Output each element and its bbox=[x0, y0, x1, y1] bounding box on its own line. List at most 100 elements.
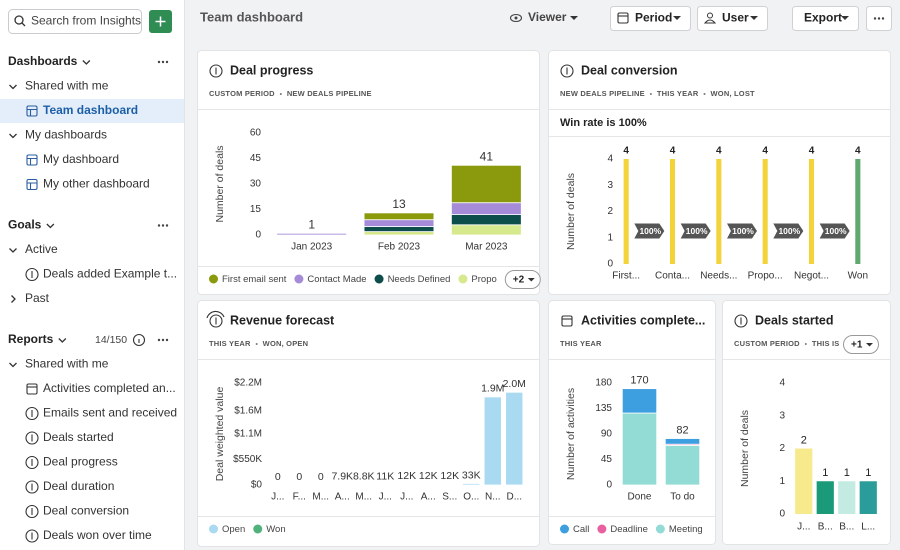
total-label: 33K bbox=[462, 469, 481, 481]
bar-segment bbox=[506, 392, 523, 485]
legend-label[interactable]: Needs Defined bbox=[388, 274, 451, 285]
bar-segment bbox=[451, 165, 521, 202]
bar-segment bbox=[451, 225, 521, 235]
card-title[interactable]: Deal conversion bbox=[581, 63, 678, 77]
report-card: Deal conversionNEW DEALS PIPELINETHIS YE… bbox=[549, 51, 891, 295]
tag-separator bbox=[280, 93, 282, 95]
nav-item[interactable]: Deal conversion bbox=[43, 504, 129, 518]
legend-swatch bbox=[375, 275, 384, 284]
bar-segment bbox=[451, 203, 521, 215]
value-label: 4 bbox=[716, 146, 722, 157]
legend-label[interactable]: Deadline bbox=[610, 524, 648, 535]
dot bbox=[166, 61, 168, 63]
value-label: 1 bbox=[822, 467, 828, 479]
legend-swatch bbox=[209, 275, 218, 284]
bar bbox=[624, 159, 629, 264]
y-tick-label: 90 bbox=[601, 429, 613, 440]
nav-item[interactable]: Deals won over time bbox=[43, 528, 152, 542]
y-tick-label: 30 bbox=[250, 179, 262, 190]
toolbar-button-label[interactable]: Export bbox=[804, 11, 842, 25]
y-tick-label: $0 bbox=[251, 480, 263, 491]
nav-item[interactable]: Deals added Example t... bbox=[43, 267, 177, 281]
y-tick-label: 4 bbox=[779, 378, 785, 389]
bar-segment bbox=[484, 397, 501, 485]
legend-swatch bbox=[209, 525, 218, 534]
nav-item[interactable]: Deal duration bbox=[43, 479, 114, 493]
bar-segment bbox=[622, 389, 656, 413]
card-title[interactable]: Activities complete... bbox=[581, 313, 705, 327]
legend-label[interactable]: Call bbox=[573, 524, 589, 535]
legend-label[interactable]: Meeting bbox=[669, 524, 703, 535]
legend-label[interactable]: Open bbox=[222, 524, 245, 535]
nav-item[interactable]: Emails sent and received bbox=[43, 406, 177, 420]
y-tick-label: 2 bbox=[607, 206, 613, 217]
y-tick-label: 15 bbox=[250, 204, 262, 215]
dot bbox=[158, 61, 160, 63]
bar bbox=[817, 481, 834, 514]
viewer-toggle[interactable]: Viewer bbox=[528, 10, 567, 24]
dot bbox=[162, 339, 164, 341]
card-title[interactable]: Deals started bbox=[755, 313, 834, 327]
x-tick-label: Won bbox=[848, 271, 868, 282]
group-label[interactable]: Shared with me bbox=[25, 79, 109, 93]
report-card: Deals startedCUSTOM PERIODTHIS IS+101234… bbox=[723, 301, 891, 545]
toolbar-button-label[interactable]: Period bbox=[635, 11, 672, 25]
bar-segment bbox=[377, 484, 394, 485]
report-card: Revenue forecastTHIS YEARWON, OPEN$0$550… bbox=[198, 301, 540, 547]
total-label: 12K bbox=[397, 470, 416, 482]
bar bbox=[763, 159, 768, 264]
x-tick-label: Mar 2023 bbox=[465, 242, 508, 253]
legend-swatch bbox=[656, 525, 665, 534]
nav-item[interactable]: Activities completed an... bbox=[43, 381, 176, 395]
x-tick-label: Jan 2023 bbox=[291, 242, 333, 253]
nav-item[interactable]: My other dashboard bbox=[43, 177, 150, 191]
bar-segment bbox=[665, 439, 699, 445]
legend-label[interactable]: Propo bbox=[471, 274, 496, 285]
legend-label[interactable]: First email sent bbox=[222, 274, 287, 285]
toolbar-button-label[interactable]: User bbox=[722, 11, 749, 25]
section-title[interactable]: Goals bbox=[8, 218, 42, 232]
bar-segment bbox=[463, 483, 480, 485]
bar bbox=[716, 159, 721, 264]
card-title[interactable]: Deal progress bbox=[230, 63, 313, 77]
conversion-label: 100% bbox=[825, 226, 847, 236]
sidebar: Search from Insights Dashboards Shared wit… bbox=[0, 0, 185, 550]
group-label[interactable]: Shared with me bbox=[25, 357, 109, 371]
x-tick-label: Done bbox=[628, 492, 652, 503]
x-tick-label: J... bbox=[379, 492, 392, 503]
eye-icon bbox=[515, 17, 518, 20]
dot bbox=[166, 224, 168, 226]
nav-item[interactable]: Deal progress bbox=[43, 455, 118, 469]
filter-tag: NEW DEALS PIPELINE bbox=[560, 89, 645, 98]
nav-item[interactable]: My dashboard bbox=[43, 152, 119, 166]
y-axis-title: Number of deals bbox=[565, 173, 577, 250]
nav-item[interactable]: Team dashboard bbox=[43, 103, 138, 117]
y-axis-title: Number of activities bbox=[565, 388, 577, 480]
report-card: Deal progressCUSTOM PERIODNEW DEALS PIPE… bbox=[198, 51, 541, 295]
card-title[interactable]: Revenue forecast bbox=[230, 313, 335, 327]
report-count: 14/150 bbox=[95, 334, 127, 346]
group-label[interactable]: My dashboards bbox=[25, 128, 107, 142]
nav-item[interactable]: Deals started bbox=[43, 430, 114, 444]
value-label: 1 bbox=[865, 467, 871, 479]
total-label: 13 bbox=[392, 197, 406, 211]
y-tick-label: 135 bbox=[595, 403, 612, 414]
bar bbox=[860, 481, 877, 514]
legend-label[interactable]: Won bbox=[266, 524, 285, 535]
bar bbox=[838, 481, 855, 514]
x-tick-label: J... bbox=[797, 522, 810, 533]
group-label[interactable]: Active bbox=[25, 242, 58, 256]
filter-tag: WON, OPEN bbox=[263, 339, 309, 348]
section-title[interactable]: Reports bbox=[8, 332, 54, 346]
y-tick-label: 2 bbox=[779, 443, 785, 454]
group-label[interactable]: Past bbox=[25, 291, 50, 305]
bar-segment bbox=[665, 445, 699, 485]
section-title[interactable]: Dashboards bbox=[8, 54, 78, 68]
legend-label[interactable]: Contact Made bbox=[307, 274, 366, 285]
y-tick-label: 0 bbox=[255, 230, 261, 241]
total-label: 0 bbox=[296, 471, 302, 483]
legend-swatch bbox=[597, 525, 606, 534]
y-tick-label: 1 bbox=[779, 476, 785, 487]
search-placeholder: Search from Insights bbox=[31, 14, 141, 28]
